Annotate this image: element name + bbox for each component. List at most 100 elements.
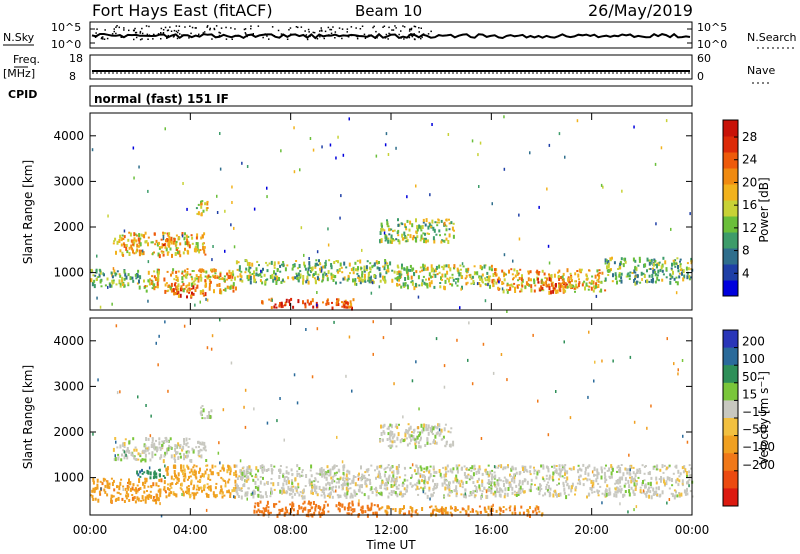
echo-cell (235, 286, 237, 291)
echo-cell (298, 472, 301, 475)
echo-cell (392, 230, 394, 233)
echo-cell (631, 476, 633, 480)
echo-cell (366, 260, 369, 263)
echo-cell (159, 488, 162, 493)
echo-cell (537, 271, 540, 276)
echo-cell (153, 444, 156, 448)
echo-cell (389, 432, 392, 437)
noise-cell (629, 355, 632, 359)
echo-cell (443, 221, 446, 226)
echo-cell (181, 276, 184, 281)
nsky-dot (319, 30, 321, 32)
echo-cell (430, 275, 432, 279)
echo-cell (488, 473, 491, 477)
nsky-dot (361, 25, 364, 27)
echo-cell (398, 279, 400, 282)
echo-cell (252, 494, 255, 499)
echo-cell (477, 468, 480, 473)
echo-cell (658, 261, 661, 264)
echo-cell (575, 283, 578, 288)
echo-cell (604, 277, 607, 282)
echo-cell (508, 506, 511, 509)
nsky-dot (341, 37, 343, 40)
echo-cell (285, 466, 288, 469)
echo-cell (535, 476, 538, 480)
echo-cell (473, 271, 476, 276)
echo-cell (253, 270, 255, 275)
freq-label-line1: Freq. (13, 53, 40, 66)
echo-cell (259, 500, 262, 504)
echo-cell (98, 490, 101, 494)
echo-cell (206, 275, 209, 279)
echo-cell (174, 444, 177, 448)
echo-cell (458, 464, 461, 467)
echo-cell (381, 506, 384, 509)
echo-cell (419, 270, 422, 273)
nsky-dot (106, 37, 109, 40)
echo-cell (393, 229, 396, 232)
echo-cell (243, 469, 246, 474)
echo-cell (232, 273, 235, 277)
echo-cell (377, 492, 380, 495)
echo-cell (93, 488, 96, 493)
echo-cell (214, 465, 217, 468)
velocity-colorbar-tick-label: −50 (742, 423, 767, 437)
echo-cell (193, 495, 196, 500)
echo-cell (646, 279, 649, 282)
echo-cell (510, 283, 513, 286)
echo-cell (497, 482, 500, 487)
echo-cell (361, 278, 364, 282)
echo-cell (684, 492, 687, 496)
nsky-dot (213, 28, 216, 31)
echo-cell (380, 432, 383, 436)
echo-cell (223, 278, 226, 283)
velocity-colorbar-tick-label: −200 (742, 458, 775, 472)
echo-cell (552, 289, 555, 294)
noise-cell (547, 244, 550, 248)
echo-cell (188, 438, 191, 440)
echo-cell (112, 242, 115, 245)
noise-cell (564, 155, 566, 159)
echo-cell (346, 301, 349, 305)
echo-cell (651, 281, 654, 284)
echo-cell (629, 271, 632, 274)
echo-cell (172, 268, 175, 272)
echo-cell (408, 510, 411, 515)
echo-cell (557, 271, 559, 274)
echo-cell (666, 476, 669, 481)
echo-cell (629, 464, 632, 467)
echo-cell (419, 431, 422, 436)
echo-cell (188, 244, 191, 249)
echo-cell (403, 466, 406, 469)
echo-cell (383, 468, 386, 471)
echo-cell (257, 469, 260, 473)
echo-cell (514, 493, 517, 496)
nsky-dot (300, 26, 303, 28)
echo-cell (677, 469, 680, 474)
nsky-dot (409, 28, 412, 30)
nsky-dot (252, 33, 254, 35)
echo-cell (350, 512, 353, 516)
noise-cell (464, 492, 467, 496)
echo-cell (325, 302, 328, 306)
echo-cell (670, 268, 673, 271)
echo-cell (189, 273, 192, 276)
nsky-dot (215, 25, 218, 27)
echo-cell (649, 262, 652, 265)
echo-cell (189, 475, 192, 478)
echo-cell (404, 235, 407, 239)
echo-cell (404, 283, 407, 287)
echo-cell (665, 483, 668, 486)
echo-cell (530, 284, 533, 289)
echo-cell (479, 264, 482, 269)
echo-cell (367, 271, 370, 275)
noise-cell (115, 324, 118, 328)
echo-cell (361, 505, 364, 510)
echo-cell (199, 479, 202, 483)
echo-cell (507, 464, 509, 469)
echo-cell (445, 228, 448, 232)
echo-cell (224, 287, 227, 292)
echo-cell (328, 474, 331, 477)
echo-cell (562, 484, 565, 488)
echo-cell (564, 289, 567, 293)
